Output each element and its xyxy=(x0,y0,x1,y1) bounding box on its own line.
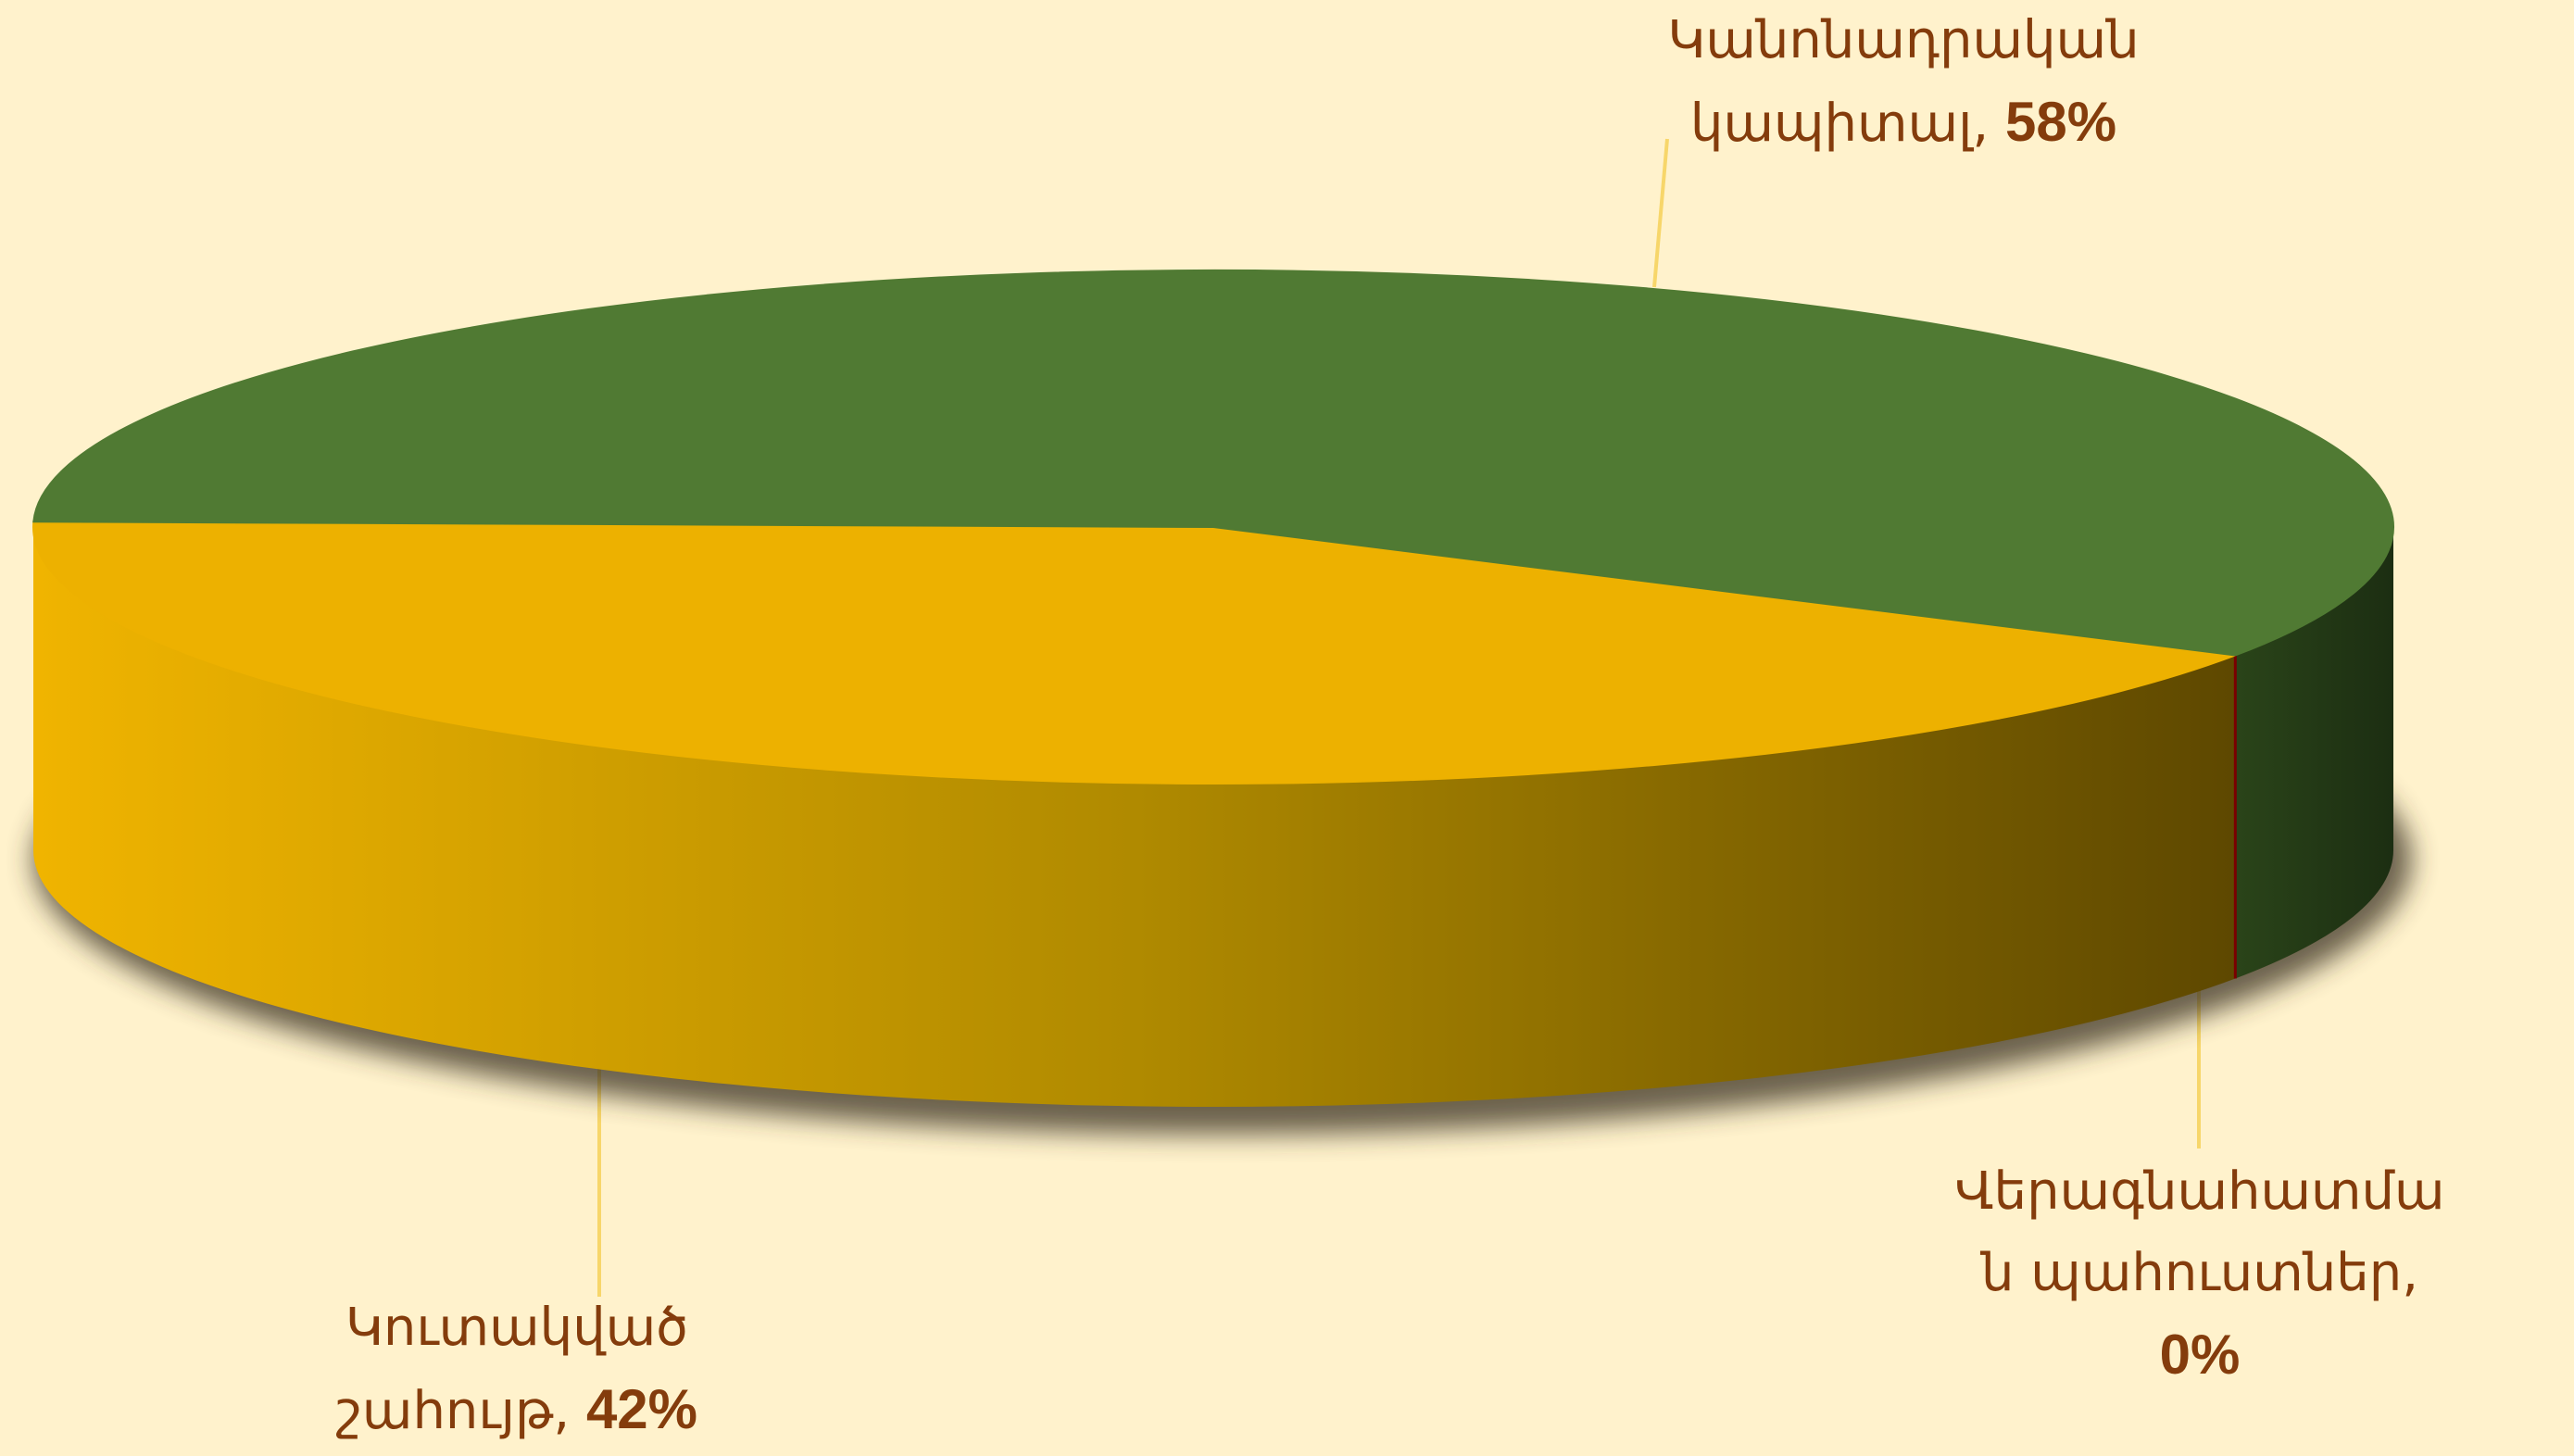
data-label: Կուտակված շահույթ, 42% xyxy=(267,1287,767,1452)
category-label: Վերագնահատման պահուստներ xyxy=(1954,1161,2445,1303)
pie-slice xyxy=(32,270,2394,657)
category-label: Կանոնադրական կապիտալ xyxy=(1667,10,2140,154)
label-separator: , xyxy=(1972,94,1990,154)
data-label: Կանոնադրական կապիտալ, 58% xyxy=(1616,0,2191,165)
pie-side xyxy=(33,527,2236,1107)
leader-line xyxy=(1652,138,1669,288)
value-label: 58% xyxy=(2004,91,2117,153)
data-label: Վերագնահատման պահուստներ, 0% xyxy=(1950,1151,2450,1398)
category-label: Կուտակված շահույթ xyxy=(335,1298,689,1441)
value-label: 42% xyxy=(585,1378,698,1440)
value-label: 0% xyxy=(2159,1324,2241,1386)
label-separator: , xyxy=(553,1381,571,1441)
label-separator: , xyxy=(2402,1243,2419,1303)
